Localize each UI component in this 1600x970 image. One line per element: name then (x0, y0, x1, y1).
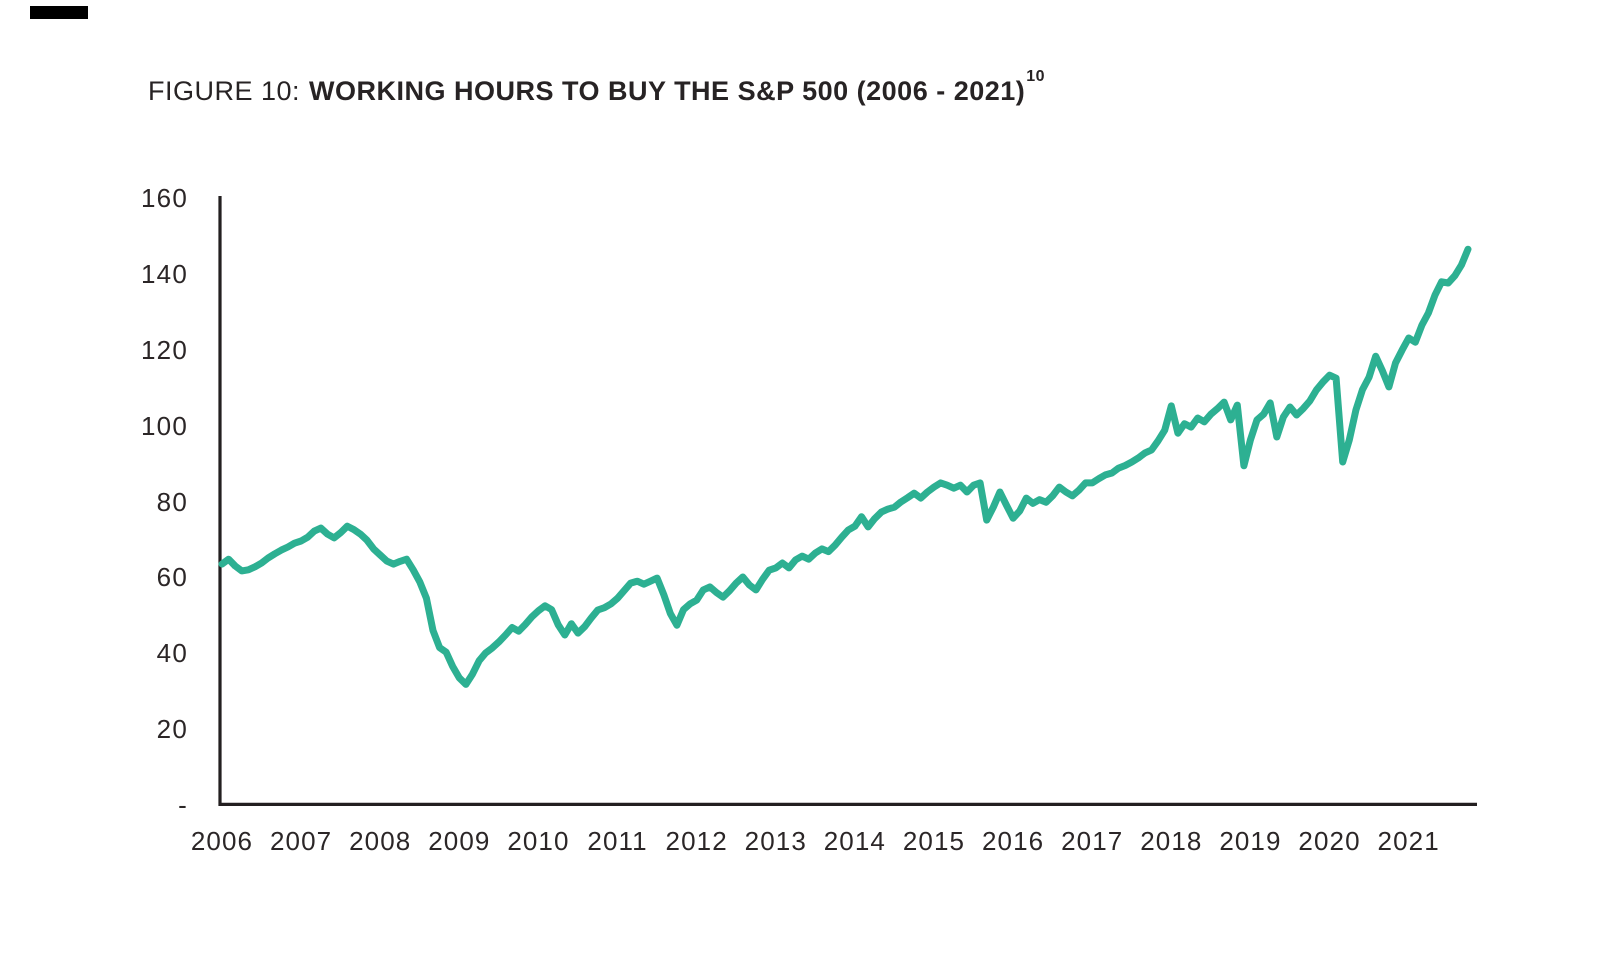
y-axis-tick-label: 40 (156, 638, 188, 669)
x-axis-tick-label: 2008 (349, 826, 412, 856)
x-axis-tick-label: 2018 (1140, 826, 1203, 856)
x-axis-tick-label: 2020 (1298, 826, 1361, 856)
data-line (218, 245, 1472, 688)
x-axis-tick-label: 2015 (902, 826, 966, 856)
y-axis-tick-label: - (178, 790, 188, 820)
figure-footnote-superscript: 10 (1026, 68, 1046, 85)
x-axis-tick-label: 2006 (190, 826, 254, 856)
figure-title: FIGURE 10: WORKING HOURS TO BUY THE S&P 5… (148, 68, 1046, 107)
y-axis-tick-label: 60 (156, 562, 188, 593)
y-axis-tick-label: 80 (156, 486, 188, 517)
x-axis-tick-label: 2021 (1377, 826, 1440, 856)
x-axis-tick-label: 2016 (981, 826, 1045, 856)
x-axis-tick-label: 2009 (428, 826, 491, 856)
x-axis-tick-label: 2019 (1219, 826, 1282, 856)
y-axis-tick-label: 160 (141, 183, 188, 213)
x-axis-tick-label: 2010 (507, 826, 570, 856)
x-axis-tick-label: 2017 (1061, 826, 1124, 856)
y-axis-tick-label: 100 (141, 410, 188, 441)
figure-title-text: WORKING HOURS TO BUY THE S&P 500 (2006 -… (309, 76, 1026, 106)
x-axis-tick-label: 2012 (665, 826, 728, 856)
x-axis-tick-label: 2007 (269, 826, 333, 856)
x-axis-tick-label: 2011 (587, 826, 648, 856)
corner-mark (30, 6, 88, 19)
y-axis-tick-label: 140 (141, 258, 188, 289)
axes (218, 196, 1477, 806)
figure-label: FIGURE 10: (148, 76, 301, 106)
y-axis-tick-label: 20 (156, 714, 188, 745)
y-axis-tick-label: 120 (141, 334, 188, 365)
x-axis-tick-label: 2014 (823, 826, 886, 856)
x-axis-tick-label: 2013 (744, 826, 807, 856)
